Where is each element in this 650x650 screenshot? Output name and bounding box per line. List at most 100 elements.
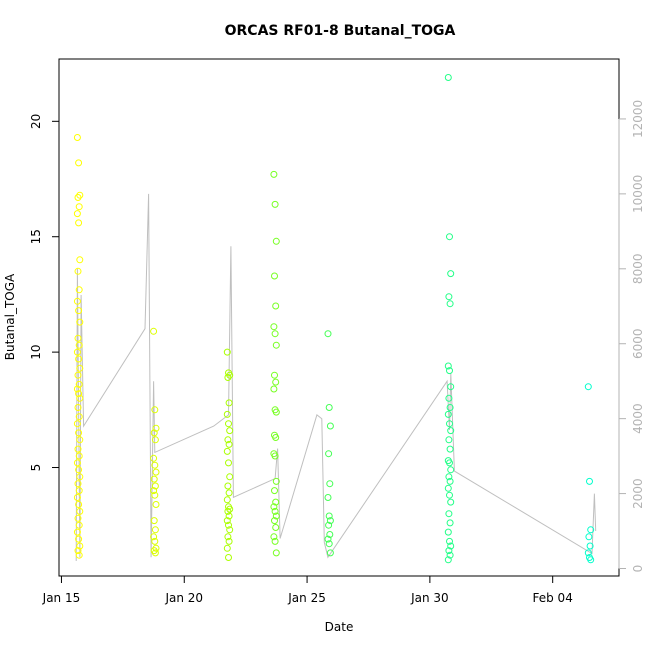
data-point xyxy=(75,501,83,508)
data-point xyxy=(326,549,334,557)
data-point xyxy=(151,526,159,534)
data-point xyxy=(151,406,159,414)
data-point xyxy=(151,436,159,444)
data-point xyxy=(75,380,83,388)
data-point xyxy=(223,348,231,356)
data-point xyxy=(150,327,158,335)
y-axis-label: Butanal_TOGA xyxy=(3,273,17,360)
data-point xyxy=(272,341,280,349)
data-point xyxy=(325,512,333,520)
data-point xyxy=(446,477,454,485)
data-point xyxy=(225,512,233,520)
data-point xyxy=(73,494,81,501)
data-point xyxy=(76,256,84,264)
y2-tick-label: 8000 xyxy=(631,254,645,285)
data-point xyxy=(74,480,82,488)
data-point xyxy=(324,494,332,501)
x-tick-label: Jan 30 xyxy=(410,591,449,605)
data-point xyxy=(73,420,81,428)
data-point xyxy=(445,547,453,555)
data-point xyxy=(75,535,83,543)
data-point xyxy=(326,531,334,538)
data-point xyxy=(271,507,279,515)
altitude-line xyxy=(75,193,597,562)
altitude-series xyxy=(75,193,597,562)
data-point xyxy=(75,341,83,349)
data-point xyxy=(225,554,232,561)
data-point xyxy=(446,445,454,453)
data-point xyxy=(446,300,454,308)
data-point xyxy=(326,422,334,430)
data-point xyxy=(75,286,83,294)
data-point xyxy=(272,524,280,531)
data-point xyxy=(326,517,334,525)
data-point xyxy=(272,408,280,416)
data-point xyxy=(325,521,333,529)
data-point xyxy=(152,544,160,552)
data-point xyxy=(225,521,232,529)
y2-tick-label: 10000 xyxy=(631,175,645,213)
data-point xyxy=(226,473,234,481)
data-point xyxy=(73,134,81,141)
y-tick-label: 15 xyxy=(29,229,43,244)
data-point xyxy=(446,537,453,545)
y2-tick-label: 2000 xyxy=(631,478,645,509)
data-point xyxy=(271,452,279,460)
data-point xyxy=(75,551,83,559)
data-point xyxy=(73,210,81,218)
data-point xyxy=(270,170,278,178)
y2-tick-label: 0 xyxy=(631,565,645,573)
data-point xyxy=(446,367,453,375)
data-point xyxy=(74,371,82,379)
plot-frame xyxy=(58,58,620,577)
data-point xyxy=(586,477,593,485)
data-point xyxy=(225,420,232,428)
data-point xyxy=(225,440,233,448)
data-point xyxy=(586,542,594,550)
data-point xyxy=(75,466,83,474)
data-point xyxy=(151,482,159,490)
data-point xyxy=(447,466,455,474)
data-point xyxy=(271,517,278,525)
data-point xyxy=(324,330,332,338)
data-point xyxy=(76,364,84,372)
data-point xyxy=(272,434,280,441)
data-point xyxy=(270,385,278,393)
data-point xyxy=(271,330,279,338)
data-point xyxy=(444,484,452,492)
data-point xyxy=(225,399,233,407)
data-point xyxy=(584,383,592,391)
data-point xyxy=(585,533,593,541)
data-point xyxy=(272,237,280,245)
data-point xyxy=(75,390,83,398)
data-point xyxy=(75,355,83,363)
data-point xyxy=(272,378,280,386)
data-point xyxy=(225,489,233,497)
data-point xyxy=(271,371,278,379)
data-point xyxy=(73,297,81,305)
data-point xyxy=(75,429,83,437)
data-point xyxy=(447,498,455,506)
y-tick-label: 5 xyxy=(29,464,43,472)
data-point xyxy=(150,517,158,525)
data-point xyxy=(224,374,232,381)
data-point xyxy=(271,200,279,208)
data-point xyxy=(74,404,82,411)
data-point xyxy=(76,542,84,550)
data-point xyxy=(446,404,454,411)
x-tick-label: Jan 25 xyxy=(287,591,326,605)
data-point xyxy=(75,219,83,227)
data-point xyxy=(150,533,158,541)
data-point xyxy=(272,512,280,520)
data-point xyxy=(270,323,278,331)
data-point xyxy=(76,318,84,326)
data-point xyxy=(151,491,159,499)
data-point xyxy=(223,517,231,525)
data-point xyxy=(76,394,84,402)
data-point xyxy=(151,549,159,557)
data-point xyxy=(270,503,278,511)
data-point xyxy=(73,385,81,393)
data-point xyxy=(224,482,232,490)
data-point xyxy=(271,487,278,495)
